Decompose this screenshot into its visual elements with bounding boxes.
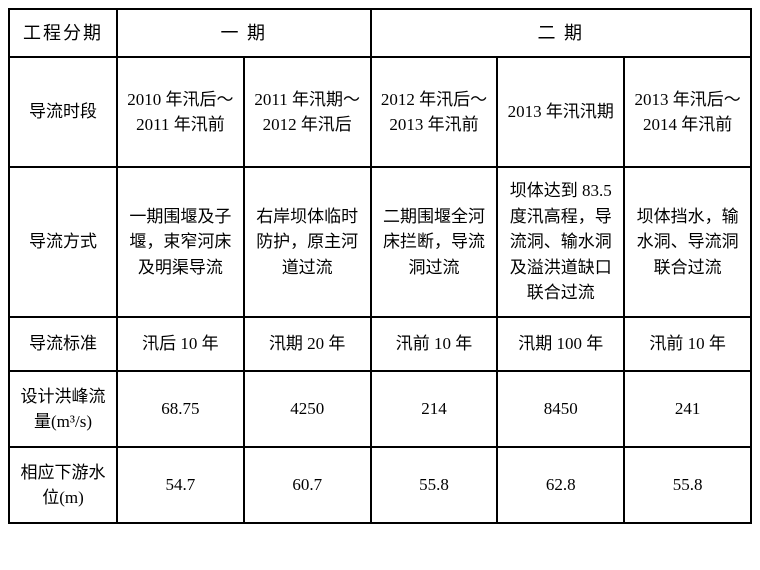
level-label: 相应下游水位(m) (9, 447, 117, 523)
period-cell-3: 2013 年汛汛期 (497, 57, 624, 167)
method-cell-1: 右岸坝体临时防护，原主河道过流 (244, 167, 371, 317)
phase1-header: 一 期 (117, 9, 371, 57)
period-cell-4: 2013 年汛后～2014 年汛前 (624, 57, 751, 167)
method-label: 导流方式 (9, 167, 117, 317)
standard-row: 导流标准 汛后 10 年 汛期 20 年 汛前 10 年 汛期 100 年 汛前… (9, 317, 751, 371)
level-cell-4: 55.8 (624, 447, 751, 523)
phase-label-header: 工程分期 (9, 9, 117, 57)
period-cell-0: 2010 年汛后～2011 年汛前 (117, 57, 244, 167)
period-row: 导流时段 2010 年汛后～2011 年汛前 2011 年汛期～2012 年汛后… (9, 57, 751, 167)
standard-cell-4: 汛前 10 年 (624, 317, 751, 371)
flow-row: 设计洪峰流量(m³/s) 68.75 4250 214 8450 241 (9, 371, 751, 447)
standard-cell-2: 汛前 10 年 (371, 317, 498, 371)
standard-label: 导流标准 (9, 317, 117, 371)
level-cell-0: 54.7 (117, 447, 244, 523)
level-cell-2: 55.8 (371, 447, 498, 523)
flow-cell-3: 8450 (497, 371, 624, 447)
method-row: 导流方式 一期围堰及子堰，束窄河床及明渠导流 右岸坝体临时防护，原主河道过流 二… (9, 167, 751, 317)
level-row: 相应下游水位(m) 54.7 60.7 55.8 62.8 55.8 (9, 447, 751, 523)
period-cell-1: 2011 年汛期～2012 年汛后 (244, 57, 371, 167)
phase2-header: 二 期 (371, 9, 751, 57)
flow-label: 设计洪峰流量(m³/s) (9, 371, 117, 447)
period-label: 导流时段 (9, 57, 117, 167)
level-cell-1: 60.7 (244, 447, 371, 523)
method-cell-2: 二期围堰全河床拦断，导流洞过流 (371, 167, 498, 317)
period-cell-2: 2012 年汛后～2013 年汛前 (371, 57, 498, 167)
flow-cell-2: 214 (371, 371, 498, 447)
method-cell-4: 坝体挡水，输水洞、导流洞联合过流 (624, 167, 751, 317)
flow-cell-1: 4250 (244, 371, 371, 447)
standard-cell-1: 汛期 20 年 (244, 317, 371, 371)
engineering-phase-table: 工程分期 一 期 二 期 导流时段 2010 年汛后～2011 年汛前 2011… (8, 8, 752, 524)
method-cell-0: 一期围堰及子堰，束窄河床及明渠导流 (117, 167, 244, 317)
standard-cell-3: 汛期 100 年 (497, 317, 624, 371)
level-cell-3: 62.8 (497, 447, 624, 523)
flow-cell-0: 68.75 (117, 371, 244, 447)
standard-cell-0: 汛后 10 年 (117, 317, 244, 371)
method-cell-3: 坝体达到 83.5 度汛高程，导流洞、输水洞及溢洪道缺口联合过流 (497, 167, 624, 317)
flow-cell-4: 241 (624, 371, 751, 447)
header-row: 工程分期 一 期 二 期 (9, 9, 751, 57)
